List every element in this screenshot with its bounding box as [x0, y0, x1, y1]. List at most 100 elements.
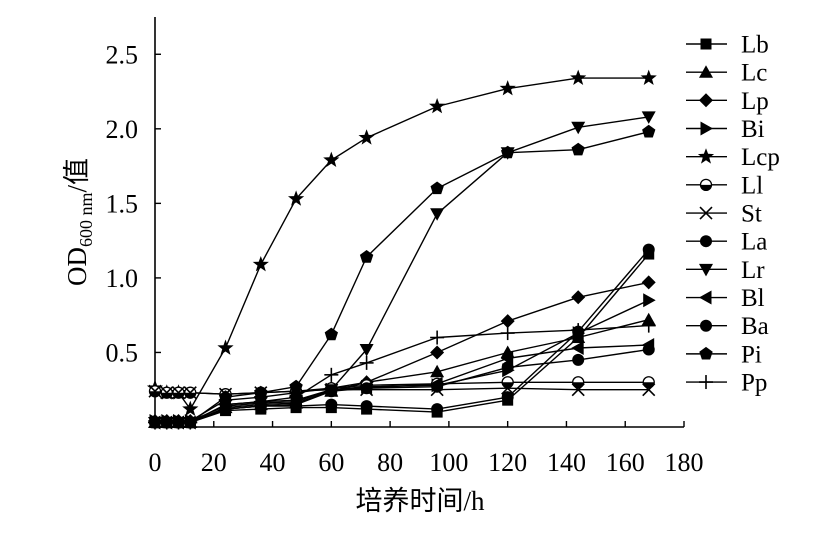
data-point-st-8h-shape-2 [171, 386, 186, 400]
data-point-lr-168h [641, 111, 656, 124]
data-point-pp-60h [324, 367, 339, 382]
data-point-bl-144h-shape [571, 341, 584, 355]
data-point-ba-72h-shape [360, 382, 373, 395]
data-point-ba-96h-shape [431, 380, 444, 393]
data-point-pi-36h [254, 385, 268, 399]
data-point-la-168h [642, 243, 655, 256]
data-point-st-0h-shape-2 [148, 384, 162, 398]
legend-marker-lb [700, 38, 712, 50]
data-point-lp-120h-shape [500, 314, 515, 329]
x-tick-label-120: 120 [488, 448, 527, 477]
data-point-la-96h-shape [431, 403, 444, 416]
x-tick-label-20: 20 [201, 448, 227, 477]
y-tick-label-4: 2.5 [106, 40, 139, 69]
y-axis-label-subscript: 600 nm [76, 193, 96, 248]
data-point-st-12h [183, 386, 197, 400]
data-point-lcp-36h-shape [252, 256, 269, 272]
legend-label-la: La [741, 229, 767, 256]
y-tick-label-2: 1.5 [106, 189, 139, 218]
data-point-lcp-144h-shape [570, 69, 587, 85]
legend-marker-lc-shape [699, 65, 713, 78]
data-point-ba-144h [572, 353, 585, 366]
data-point-la-96h [431, 403, 444, 416]
data-point-pp-8h [171, 415, 186, 430]
data-point-ba-120h [501, 361, 514, 374]
legend-marker-bi [700, 121, 713, 136]
legend-marker-ba-shape [700, 319, 712, 332]
legend-item-bl: Bl [686, 285, 765, 312]
legend-marker-bl-shape [699, 290, 712, 305]
data-point-pp-48h [289, 390, 304, 405]
x-axis-label: 培养时间/h [355, 486, 485, 516]
data-point-st-8h [171, 386, 186, 400]
data-point-st-0h [148, 384, 162, 398]
data-point-la-120h [501, 391, 514, 404]
data-point-ba-60h [325, 385, 338, 398]
legend-marker-lr-shape [699, 263, 713, 277]
x-tick-label-80: 80 [377, 448, 403, 477]
data-point-pi-120h [501, 145, 515, 159]
data-point-lr-144h [571, 121, 586, 135]
data-point-lp-168h-shape [641, 275, 656, 290]
data-point-pp-0h [148, 415, 162, 430]
data-point-lp-144h [571, 290, 586, 305]
data-point-lcp-120h [499, 80, 516, 96]
legend-marker-lcp-shape [697, 148, 715, 164]
data-point-ba-168h [642, 343, 655, 356]
data-point-ll-0h-half [149, 391, 161, 397]
data-point-ba-60h-shape [325, 385, 338, 398]
legend-item-lc: Lc [686, 60, 767, 87]
series-markers [146, 69, 657, 430]
legend-marker-ba [700, 319, 712, 332]
legend-label-ll: Ll [741, 172, 763, 199]
data-point-pi-60h-shape [324, 327, 338, 341]
data-point-pi-120h-shape [501, 145, 515, 159]
data-point-st-144h [571, 383, 585, 397]
data-point-ll-4h-half [161, 392, 173, 399]
legend-marker-ll [699, 178, 713, 192]
legend-item-st: St [686, 201, 762, 228]
legend-marker-pi-shape [699, 346, 713, 360]
axes [154, 17, 684, 428]
data-point-st-168h [642, 383, 656, 397]
data-point-la-72h [360, 400, 373, 413]
x-tick-label-0: 0 [149, 448, 162, 477]
data-point-pi-144h-shape [571, 142, 585, 156]
legend-marker-lcp [697, 148, 715, 164]
data-point-lp-144h-shape [571, 290, 586, 305]
y-tick-label-3: 2.0 [106, 115, 139, 144]
data-point-lcp-48h [288, 190, 305, 206]
data-point-lcp-36h [252, 256, 269, 272]
data-point-ll-12h-half [184, 392, 196, 399]
data-point-lcp-12h-shape [182, 400, 199, 416]
data-point-pp-168h [641, 318, 656, 333]
legend-item-pi: Pi [686, 341, 762, 368]
data-point-la-60h [325, 398, 338, 411]
data-point-st-168h-shape-2 [642, 383, 656, 397]
data-point-st-4h [160, 386, 174, 400]
legend-label-lcp: Lcp [741, 144, 780, 171]
data-point-pi-96h [430, 181, 444, 195]
y-axis-label-suffix: /值 [62, 158, 92, 193]
data-point-pp-96h [430, 330, 445, 345]
legend-label-lb: Lb [741, 32, 769, 59]
y-axis-label-main: OD [62, 247, 92, 286]
legend-label-st: St [741, 201, 762, 228]
data-point-ba-96h [431, 380, 444, 393]
data-point-ba-48h-shape [290, 398, 303, 411]
data-point-bi-168h [643, 293, 656, 308]
legend-label-pp: Pp [741, 370, 767, 397]
legend-item-lr: Lr [686, 257, 765, 284]
data-point-st-144h-shape-2 [571, 383, 585, 397]
x-tick-label-40: 40 [260, 448, 286, 477]
data-point-pp-36h [253, 394, 268, 409]
data-point-ba-120h-shape [501, 361, 514, 374]
data-point-st-120h [501, 381, 515, 395]
data-point-la-168h-shape [642, 243, 655, 256]
data-point-la-120h-shape [501, 391, 514, 404]
y-ticks: 0.5 1.0 1.5 2.0 2.5 [106, 40, 161, 367]
data-point-pp-24h [218, 397, 233, 412]
legend-marker-lp-shape [699, 93, 713, 108]
